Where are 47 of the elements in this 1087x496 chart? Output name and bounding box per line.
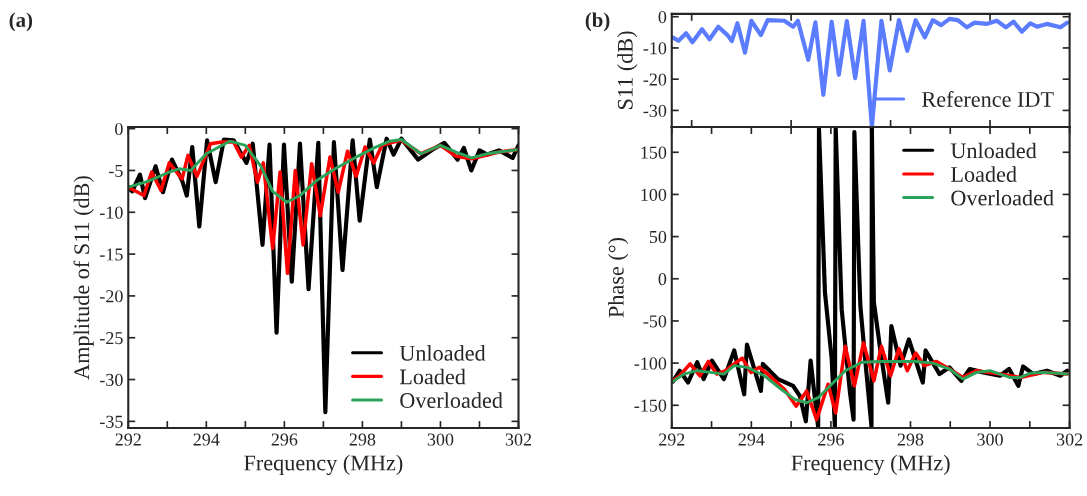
legend-label: Loaded	[951, 166, 1017, 182]
y-tick-label: -10	[643, 42, 667, 55]
x-tick-label: 298	[349, 433, 376, 446]
y-tick-label: 150	[641, 146, 667, 159]
y-tick-label: -10	[100, 206, 123, 219]
x-tick-label: 296	[271, 433, 298, 446]
chart-title: (a)	[9, 12, 33, 32]
x-axis-title: Frequency (MHz)	[791, 454, 950, 476]
legend-label: Overloaded	[951, 189, 1054, 206]
x-tick-label: 292	[659, 433, 685, 446]
y-tick-label: 100	[641, 188, 667, 201]
y-tick-label: -15	[100, 248, 123, 261]
y-axis-title: S11 (dB)	[617, 31, 638, 109]
y-axis-title: Phase (°)	[608, 237, 629, 318]
y-tick-label: 0	[115, 122, 123, 136]
y-tick-label: 50	[649, 230, 667, 244]
legend-label: Overloaded	[400, 392, 503, 408]
x-tick-label: 302	[1056, 433, 1083, 446]
x-tick-label: 296	[818, 433, 844, 446]
y-tick-label: 0	[658, 273, 667, 286]
y-tick-label: -35	[100, 415, 123, 428]
x-tick-label: 300	[977, 433, 1003, 446]
x-tick-label: 294	[193, 433, 220, 446]
y-tick-label: -20	[643, 73, 667, 86]
y-tick-label: -50	[643, 315, 667, 328]
y-tick-label: -5	[109, 164, 123, 177]
x-axis-title: Frequency (MHz)	[244, 454, 403, 476]
chart-title: (b)	[585, 12, 610, 32]
x-tick-label: 294	[738, 433, 765, 446]
y-tick-label: -20	[100, 290, 123, 303]
y-tick-label: -150	[634, 399, 667, 412]
y-axis-title: Amplitude of S11 (dB)	[73, 176, 94, 380]
y-tick-label: -30	[643, 104, 667, 117]
legend-label: Unloaded	[950, 142, 1037, 159]
y-tick-label: -100	[634, 357, 667, 370]
legend-label: Unloaded	[399, 345, 486, 361]
x-tick-label: 298	[897, 433, 924, 446]
line-series	[671, 359, 1069, 405]
legend-label: Loaded	[399, 368, 466, 385]
x-tick-label: 292	[115, 433, 141, 446]
x-tick-label: 300	[427, 433, 454, 446]
y-tick-label: -30	[100, 373, 123, 386]
y-tick-label: -25	[100, 332, 123, 345]
x-tick-label: 302	[505, 433, 532, 446]
line-series	[128, 138, 519, 204]
y-tick-label: 0	[658, 10, 667, 24]
legend-label: Reference IDT	[922, 91, 1054, 107]
